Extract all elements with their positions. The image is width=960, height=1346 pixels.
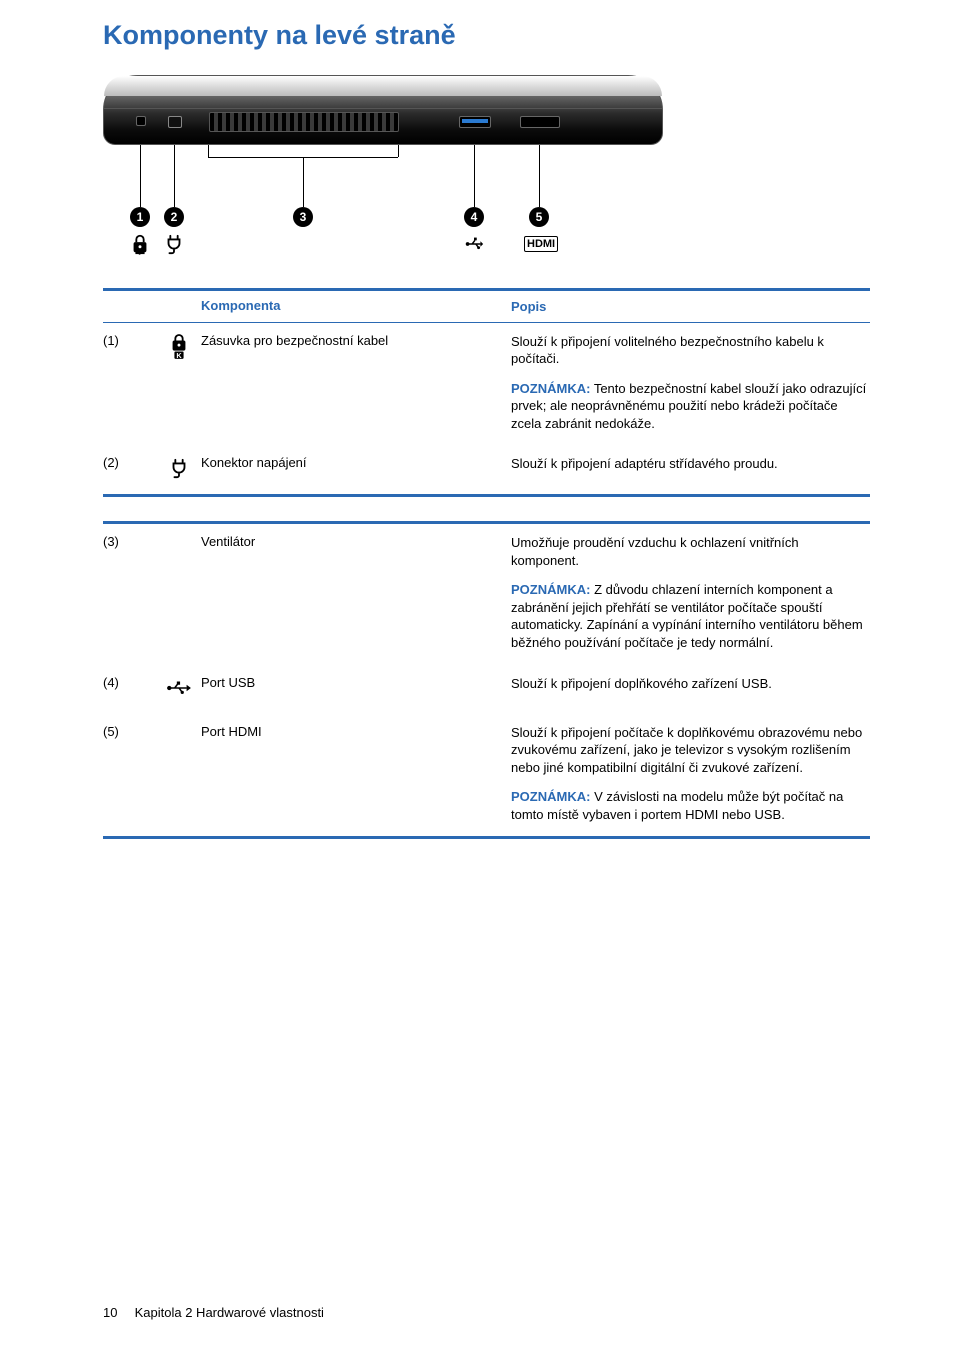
- table-row: (5) Port HDMI Slouží k připojení počítač…: [103, 714, 870, 837]
- page-title: Komponenty na levé straně: [103, 20, 870, 51]
- desc-text: Slouží k připojení adaptéru střídavého p…: [511, 455, 870, 473]
- callout-line: [174, 145, 175, 207]
- components-table-2: (3) Ventilátor Umožňuje proudění vzduchu…: [103, 521, 870, 839]
- callout-badge-4: 4: [464, 207, 484, 227]
- row-number: (2): [103, 455, 157, 481]
- table-header-row: Komponenta Popis: [103, 291, 870, 322]
- row-icon-cell: [157, 724, 201, 824]
- desc-text: Slouží k připojení počítače k doplňkovém…: [511, 724, 870, 777]
- callout-line: [208, 145, 209, 157]
- svg-text:K: K: [138, 252, 141, 255]
- callout-line: [539, 145, 540, 207]
- row-number: (1): [103, 333, 157, 433]
- callout-badge-3: 3: [293, 207, 313, 227]
- row-number: (3): [103, 534, 157, 651]
- row-number: (4): [103, 675, 157, 701]
- table-row: (4) Port USB Slouží k připojení doplňkov…: [103, 665, 870, 714]
- component-name: Port HDMI: [201, 724, 511, 824]
- callout-badge-2: 2: [164, 207, 184, 227]
- desc-note: POZNÁMKA: Z důvodu chlazení interních ko…: [511, 581, 870, 651]
- lock-icon: K: [125, 233, 155, 260]
- usb-port-illus: [459, 116, 491, 128]
- hdmi-icon: HDMI: [524, 236, 558, 252]
- component-name: Zásuvka pro bezpečnostní kabel: [201, 333, 511, 433]
- desc-note: POZNÁMKA: Tento bezpečnostní kabel slouž…: [511, 380, 870, 433]
- row-icon-cell: K: [157, 333, 201, 433]
- callout-line: [140, 145, 141, 207]
- power-plug-icon: [166, 455, 192, 481]
- laptop-lid: [104, 76, 662, 96]
- components-table-1: Komponenta Popis (1) K Zásuvka pro bezpe…: [103, 288, 870, 497]
- component-description: Slouží k připojení počítače k doplňkovém…: [511, 724, 870, 824]
- note-label: POZNÁMKA:: [511, 582, 590, 597]
- security-slot-illus: [136, 116, 146, 126]
- table-row: (1) K Zásuvka pro bezpečnostní kabel Slo…: [103, 323, 870, 446]
- table-row: (3) Ventilátor Umožňuje proudění vzduchu…: [103, 524, 870, 664]
- laptop-body: [103, 75, 663, 145]
- component-header: Komponenta: [201, 298, 511, 316]
- power-plug-icon: [159, 233, 189, 260]
- col-icon-header: [157, 298, 201, 316]
- vent-illus: [209, 112, 399, 132]
- page-footer: 10 Kapitola 2 Hardwarové vlastnosti: [103, 1305, 324, 1320]
- usb-icon: [166, 675, 192, 701]
- laptop-left-side-illustration: 1 2 3 4 5 K HDMI: [103, 75, 663, 260]
- page-number: 10: [103, 1305, 131, 1320]
- chapter-title: Kapitola 2 Hardwarové vlastnosti: [135, 1305, 324, 1320]
- usb-icon: [459, 233, 489, 260]
- row-icon-cell: [157, 534, 201, 651]
- page: Komponenty na levé straně 1 2 3 4 5: [0, 0, 960, 1346]
- callout-line: [474, 145, 475, 207]
- callout-badge-1: 1: [130, 207, 150, 227]
- component-name: Konektor napájení: [201, 455, 511, 481]
- spacer: [103, 497, 870, 521]
- row-number: (5): [103, 724, 157, 824]
- lock-k-icon: K: [166, 333, 192, 359]
- row-icon-cell: [157, 675, 201, 701]
- component-description: Slouží k připojení volitelného bezpečnos…: [511, 333, 870, 433]
- table-row: (2) Konektor napájení Slouží k připojení…: [103, 445, 870, 494]
- col-num-header: [103, 298, 157, 316]
- table-rule: [103, 836, 870, 839]
- desc-text: Slouží k připojení volitelného bezpečnos…: [511, 333, 870, 368]
- component-name: Ventilátor: [201, 534, 511, 651]
- desc-text: Slouží k připojení doplňkového zařízení …: [511, 675, 870, 693]
- desc-note: POZNÁMKA: V závislosti na modelu může bý…: [511, 788, 870, 823]
- component-name: Port USB: [201, 675, 511, 701]
- hdmi-port-illus: [520, 116, 560, 128]
- power-connector-illus: [168, 116, 182, 128]
- callout-badge-5: 5: [529, 207, 549, 227]
- callout-line: [398, 145, 399, 157]
- component-description: Umožňuje proudění vzduchu k ochlazení vn…: [511, 534, 870, 651]
- component-description: Slouží k připojení adaptéru střídavého p…: [511, 455, 870, 481]
- row-icon-cell: [157, 455, 201, 481]
- callout-group: 1 2 3 4 5 K HDMI: [103, 145, 663, 260]
- note-label: POZNÁMKA:: [511, 789, 590, 804]
- note-label: POZNÁMKA:: [511, 381, 590, 396]
- desc-text: Umožňuje proudění vzduchu k ochlazení vn…: [511, 534, 870, 569]
- svg-text:K: K: [176, 350, 182, 358]
- laptop-seam: [104, 108, 662, 109]
- description-header: Popis: [511, 298, 870, 316]
- component-description: Slouží k připojení doplňkového zařízení …: [511, 675, 870, 701]
- callout-line: [303, 157, 304, 207]
